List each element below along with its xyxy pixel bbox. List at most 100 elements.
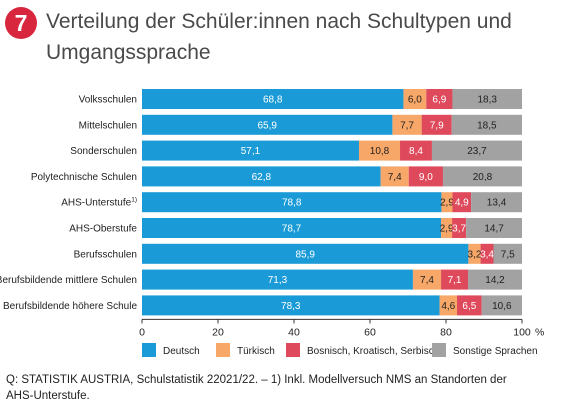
data-label: 6,9 (432, 95, 446, 106)
bar-segment (441, 269, 469, 290)
data-label: 18,5 (477, 120, 497, 131)
x-tick-label: 20 (212, 326, 224, 338)
category-label: Sonderschulen (70, 146, 137, 157)
data-label: 8,4 (409, 146, 423, 157)
figure-number-badge: 7 (5, 7, 37, 39)
bar-segment (426, 89, 453, 109)
legend-label: Bosnisch, Kroatisch, Serbisch (307, 346, 439, 357)
category-label: Mittelschulen (79, 120, 137, 131)
data-label: 6,0 (408, 95, 422, 106)
bar-segment (468, 269, 522, 290)
data-label: 9,0 (419, 172, 433, 183)
bar-segment (142, 89, 404, 109)
bar-segment (400, 140, 432, 161)
bar-segment (471, 192, 522, 213)
data-label: 62,8 (252, 172, 272, 183)
data-label: 85,9 (295, 249, 315, 260)
category-label: Berufsschulen (74, 249, 137, 260)
data-label: 14,2 (485, 275, 505, 286)
data-label: 7,5 (501, 249, 515, 260)
data-label: 3,4 (480, 249, 494, 260)
bar-segment (142, 218, 442, 238)
bar-segment (142, 243, 469, 264)
bar-segment (468, 243, 481, 264)
x-tick-label: 80 (440, 326, 452, 338)
legend: Deutsch Türkisch Bosnisch, Kroatisch, Serb… (142, 343, 538, 357)
data-label: 18,3 (477, 95, 497, 106)
category-label: Volksschulen (79, 95, 137, 106)
data-label: 71,3 (268, 275, 288, 286)
data-label: 6,5 (462, 301, 476, 312)
data-label: 68,8 (263, 95, 283, 106)
data-label: 78,8 (282, 198, 302, 209)
data-label: 65,9 (257, 120, 277, 131)
bar-segment (452, 89, 522, 109)
bar-segment (442, 166, 522, 187)
bar-segment (441, 192, 453, 213)
data-label: 2,9 (440, 198, 454, 209)
data-label: 78,3 (281, 301, 301, 312)
bar-segment (439, 295, 458, 316)
bar-segment (451, 114, 522, 135)
bar-segment (412, 269, 442, 290)
legend-swatch (432, 343, 446, 357)
data-label: 7,7 (400, 120, 414, 131)
bar-segment (142, 269, 413, 290)
chart-title-line-1: Verteilung der Schüler:innen nach Schult… (46, 10, 512, 33)
data-label: 7,4 (420, 275, 434, 286)
bar-segment (392, 114, 422, 135)
source-note-line-1: Q: STATISTIK AUSTRIA, Schulstatistik 220… (6, 374, 507, 386)
data-label: 57,1 (241, 146, 261, 157)
category-label: AHS-Unterstufe1) (61, 197, 137, 209)
plot-area: Volksschulen 68,8 6,0 6,9 18,3 Mittelschulen 6… (0, 89, 522, 316)
bar-segment (452, 218, 467, 238)
bar-segment (142, 166, 381, 187)
legend-label: Türkisch (237, 346, 275, 357)
source-note-line-2: AHS-Unterstufe. (6, 390, 90, 402)
bar-segment (480, 243, 494, 264)
x-tick-label: 40 (288, 326, 300, 338)
figure-number: 7 (15, 10, 28, 36)
bar-segment (142, 140, 359, 161)
category-label: AHS-Oberstufe (69, 224, 137, 235)
bar-segment (142, 192, 442, 213)
bar-segment (457, 295, 482, 316)
data-label: 4,6 (441, 301, 455, 312)
data-label: 23,7 (467, 146, 487, 157)
bar-segment (142, 295, 440, 316)
data-label: 7,1 (448, 275, 462, 286)
bar-segment (481, 295, 522, 316)
legend-swatch (142, 343, 156, 357)
legend-swatch (216, 343, 230, 357)
x-tick-label: 0 (139, 326, 145, 338)
x-unit-label: % (535, 326, 544, 338)
data-label: 4,9 (455, 198, 469, 209)
bar-segment (403, 89, 427, 109)
bar-segment (431, 140, 522, 161)
bar-segment (466, 218, 522, 238)
data-label: 3,7 (452, 224, 466, 235)
bar-segment (452, 192, 472, 213)
bar-segment (142, 114, 393, 135)
bar-segment (408, 166, 443, 187)
bar-segment (421, 114, 452, 135)
data-label: 78,7 (282, 224, 302, 235)
legend-swatch (286, 343, 300, 357)
data-label: 20,8 (473, 172, 493, 183)
chart-title-line-2: Umgangssprache (46, 41, 211, 64)
category-label: Berufsbildende mittlere Schulen (0, 275, 137, 286)
bar-segment (493, 243, 522, 264)
x-axis: 0 20 40 60 80 100% (139, 318, 544, 338)
data-label: 10,6 (492, 301, 512, 312)
bar-segment (358, 140, 401, 161)
data-label: 7,4 (388, 172, 402, 183)
x-tick-label: 100 (513, 326, 531, 338)
x-tick-label: 60 (364, 326, 376, 338)
data-label: 2,9 (440, 224, 454, 235)
bar-segment (380, 166, 409, 187)
data-label: 3,2 (468, 249, 482, 260)
bar-segment (441, 218, 453, 238)
category-label: Berufsbildende höhere Schule (3, 301, 137, 312)
category-label: Polytechnische Schulen (31, 172, 137, 183)
